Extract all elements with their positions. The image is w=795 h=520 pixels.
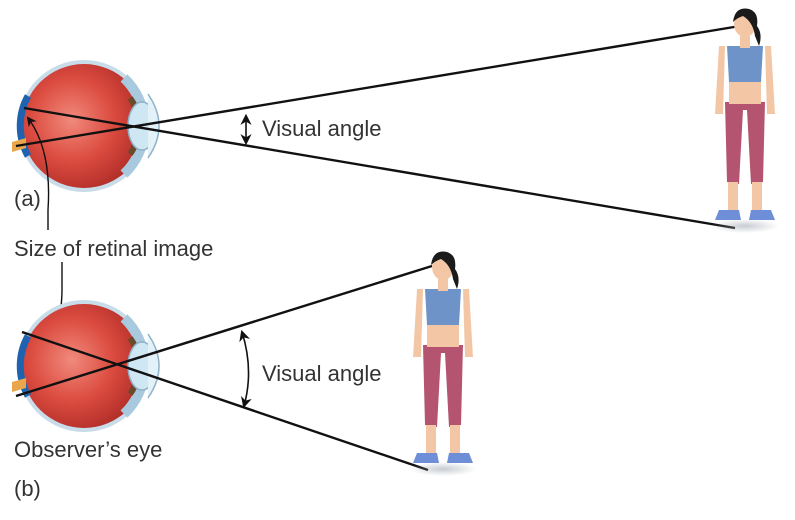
- visual-angle-b-label: Visual angle: [262, 361, 382, 386]
- person-far-icon: [711, 8, 779, 233]
- observer-eye-label: Observer’s eye: [14, 437, 163, 462]
- retinal-connector-upper: [26, 116, 50, 230]
- visual-angle-b-arrow: [239, 329, 252, 409]
- retinal-image-label: Size of retinal image: [14, 236, 214, 261]
- panel-a-label: (a): [14, 186, 41, 211]
- panel-a: [12, 8, 779, 233]
- person-near-icon: [409, 251, 477, 476]
- ray-b-upper: [15, 264, 433, 398]
- visual-angle-a-label: Visual angle: [262, 116, 382, 141]
- ray-b-lower: [21, 330, 429, 472]
- panel-b: [12, 251, 477, 476]
- panel-b-label: (b): [14, 476, 41, 501]
- eye-b-icon: [12, 300, 159, 432]
- ray-a-lower: [23, 106, 736, 230]
- ray-a-upper: [15, 24, 741, 148]
